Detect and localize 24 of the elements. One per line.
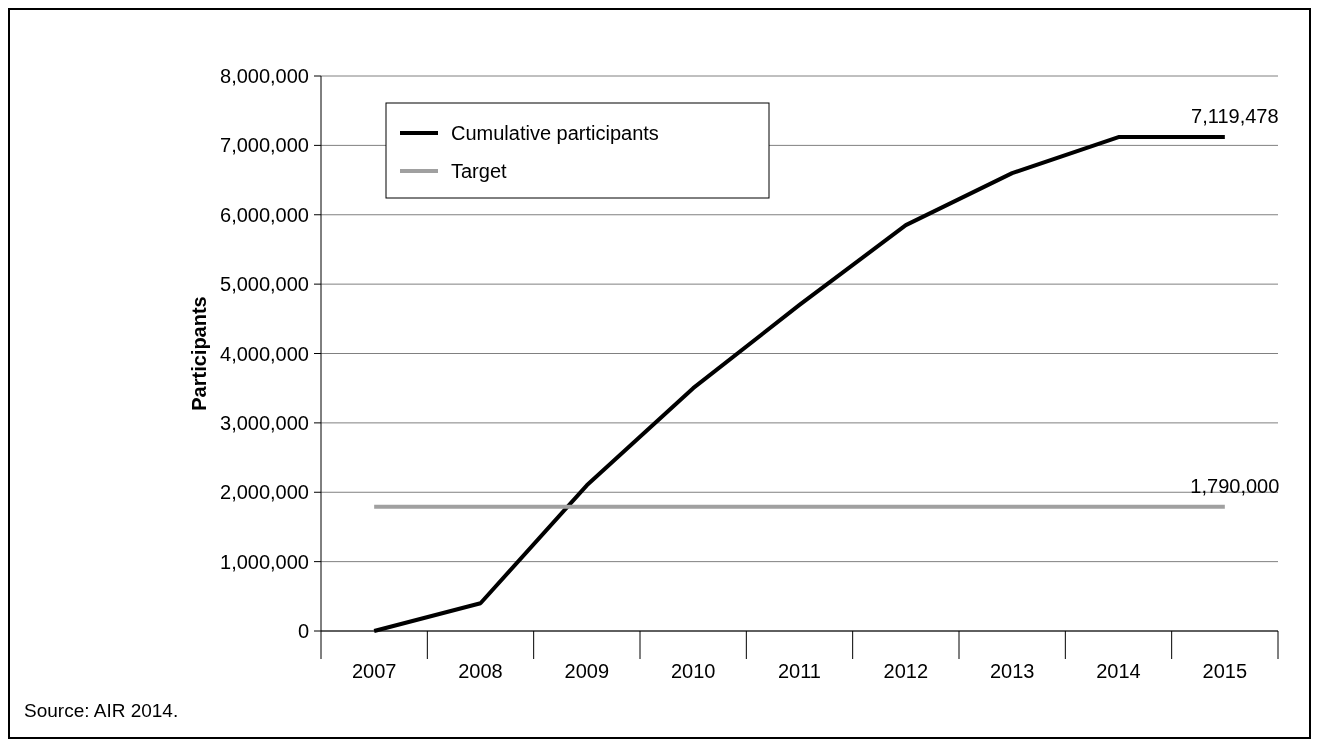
x-tick-label: 2009 bbox=[564, 660, 610, 682]
annotation: 1,790,000 bbox=[1190, 474, 1280, 497]
x-tick-label: 2010 bbox=[670, 660, 716, 682]
y-tick-label: 7,000,000 bbox=[220, 134, 309, 157]
y-tick-label: 4,000,000 bbox=[220, 342, 309, 365]
y-tick-label: 2,000,000 bbox=[220, 481, 309, 504]
y-tick-label: 6,000,000 bbox=[220, 203, 309, 226]
x-tick-label: 2007 bbox=[351, 660, 397, 682]
y-tick-label: 8,000,000 bbox=[220, 65, 309, 87]
x-tick-label: 2011 bbox=[777, 660, 822, 682]
source-note: Source: AIR 2014. bbox=[24, 700, 179, 721]
annotation: 7,119,478 bbox=[1191, 105, 1279, 128]
x-tick-label: 2012 bbox=[883, 660, 929, 682]
x-tick-label: 2015 bbox=[1202, 660, 1248, 682]
y-tick-label: 0 bbox=[297, 620, 309, 642]
y-tick-label: 3,000,000 bbox=[220, 411, 309, 434]
x-tick-label: 2014 bbox=[1096, 660, 1141, 682]
x-tick-label: 2013 bbox=[989, 660, 1035, 682]
y-tick-label: 5,000,000 bbox=[220, 273, 309, 296]
y-tick-label: 1,000,000 bbox=[220, 550, 309, 573]
legend-label: Cumulative participants bbox=[451, 122, 659, 144]
legend-label: Target bbox=[451, 160, 508, 182]
x-tick-label: 2008 bbox=[458, 660, 503, 682]
y-axis-title: Participants bbox=[188, 296, 210, 411]
